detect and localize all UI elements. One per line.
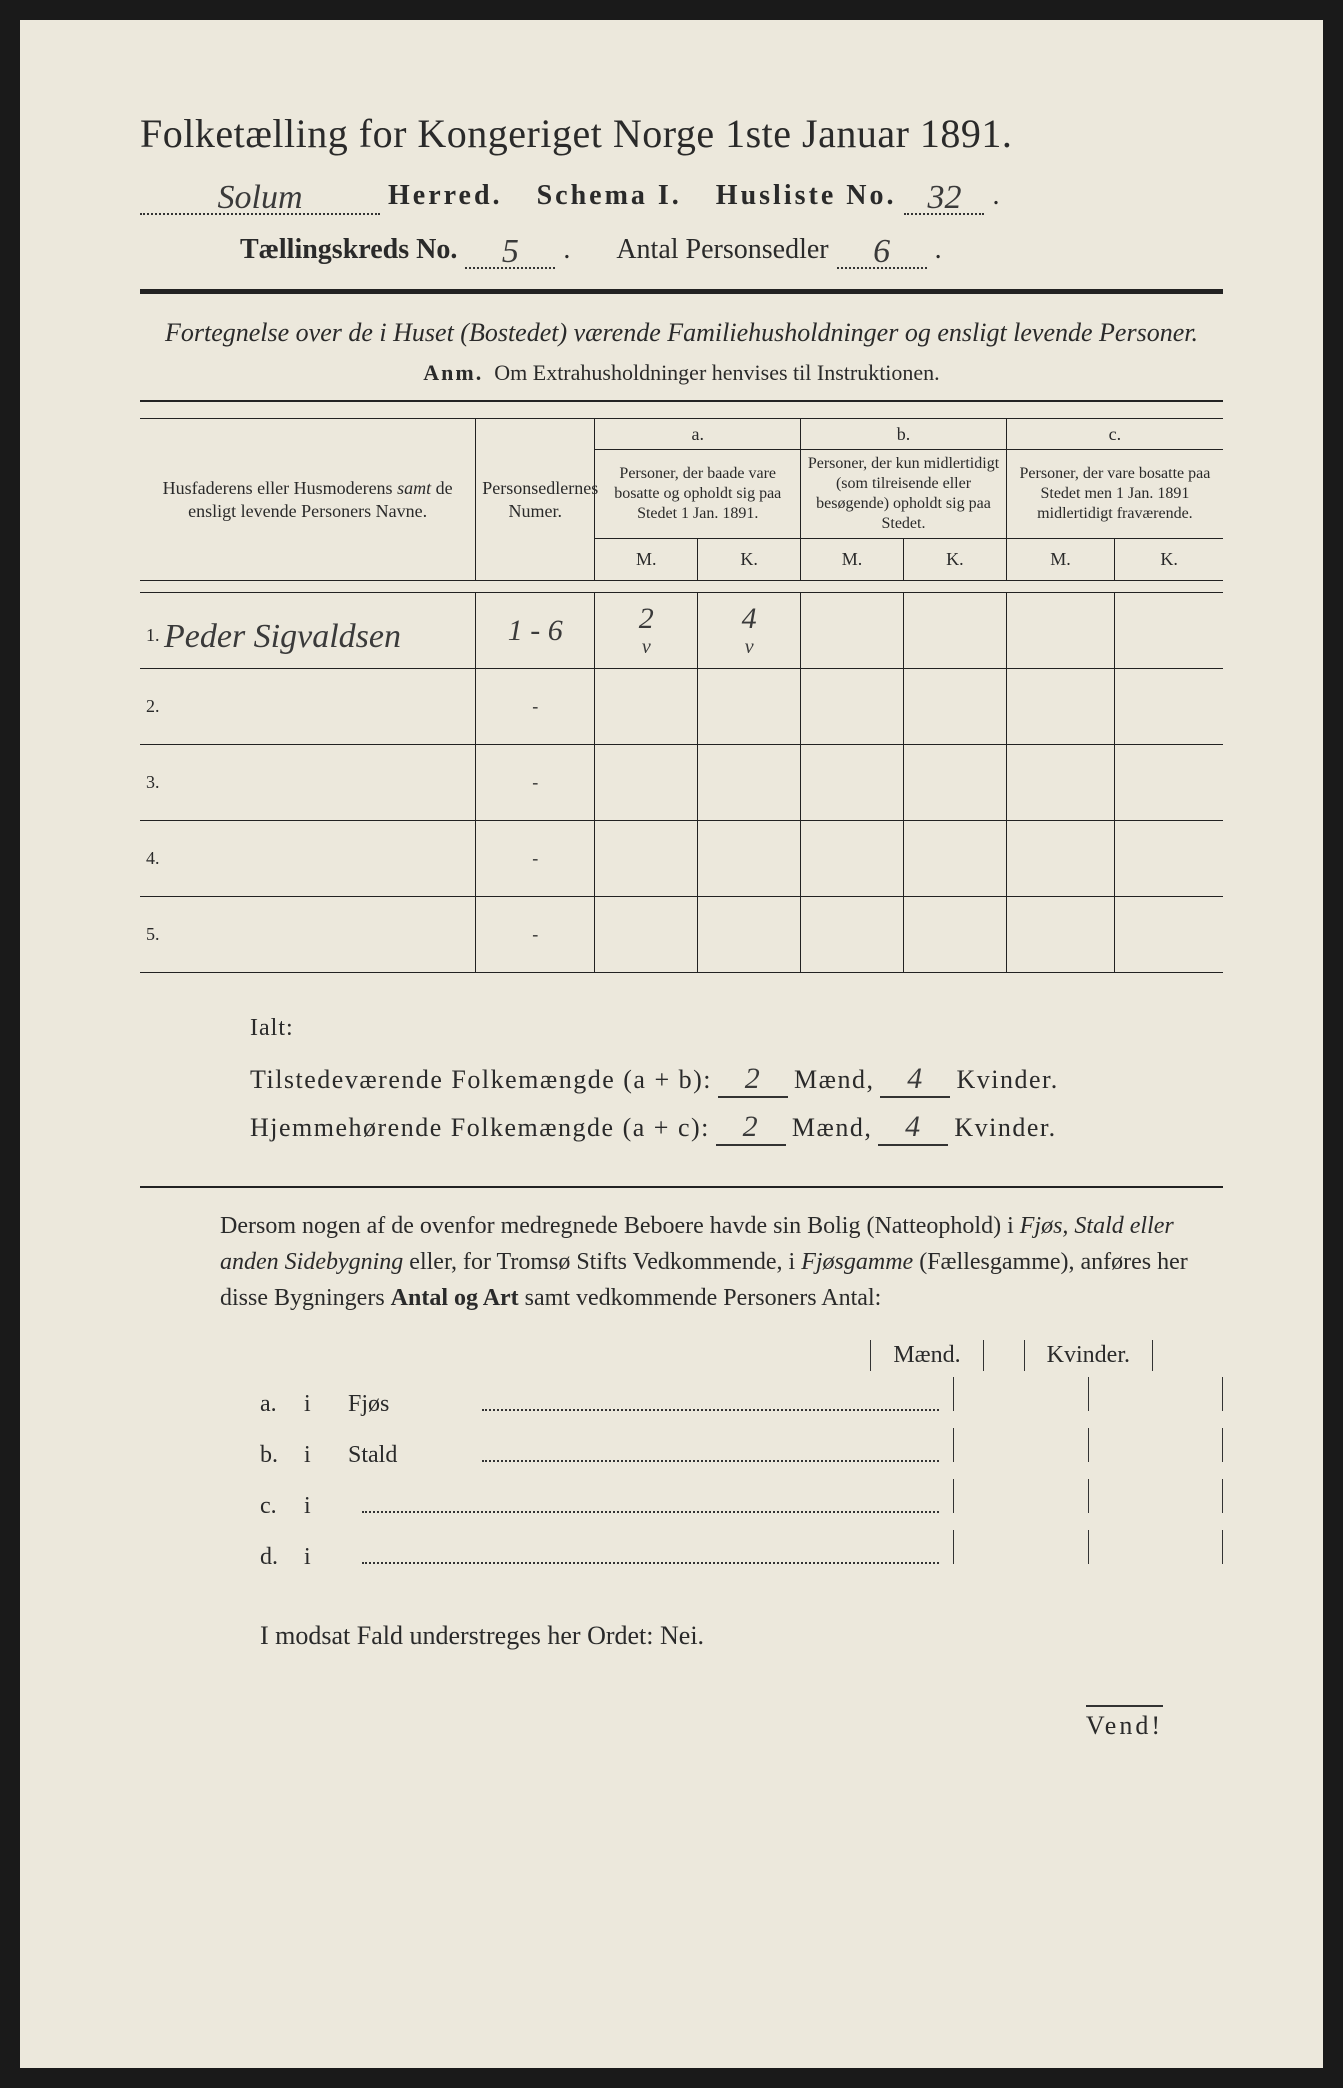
ialt-label: Ialt: <box>250 1015 1223 1042</box>
herred-value: Solum <box>218 179 303 216</box>
col-b-label: b. <box>801 418 1007 450</box>
dotted-line <box>362 1487 939 1513</box>
col-b-text: Personer, der kun midlertidigt (som tilr… <box>801 450 1007 539</box>
table-row: 2. - <box>140 669 1223 745</box>
totals-resident-label: Hjemmehørende Folkemængde (a + c): <box>250 1113 710 1143</box>
mk-boxes <box>953 1428 1223 1462</box>
row-a-m: 2 <box>639 602 654 635</box>
abcd-list: a. i Fjøs b. i Stald c. i d. i <box>140 1377 1223 1571</box>
totals-block: Ialt: Tilstedeværende Folkemængde (a + b… <box>140 1015 1223 1146</box>
outbuilding-paragraph: Dersom nogen af de ovenfor medregnede Be… <box>140 1208 1223 1316</box>
abcd-i: i <box>304 1544 334 1571</box>
anm-label: Anm. <box>423 360 483 385</box>
abcd-c-label: c. <box>260 1493 290 1520</box>
row-index: 5. <box>146 924 160 944</box>
kreds-value: 5 <box>502 233 519 270</box>
anm-note: Anm. Om Extrahusholdninger henvises til … <box>140 360 1223 386</box>
row-index: 3. <box>146 772 160 792</box>
herred-label: Herred. <box>388 180 503 212</box>
row-numer: - <box>476 821 595 897</box>
totals-resident-m: 2 <box>743 1110 760 1143</box>
col-b-k: K. <box>903 539 1006 581</box>
row-numer: - <box>476 897 595 973</box>
totals-present: Tilstedeværende Folkemængde (a + b): 2 M… <box>250 1062 1223 1098</box>
abcd-d-label: d. <box>260 1544 290 1571</box>
abcd-row-c: c. i <box>260 1479 1223 1520</box>
abcd-i: i <box>304 1493 334 1520</box>
row-numer: - <box>476 745 595 821</box>
mk-header: Mænd. Kvinder. <box>140 1340 1153 1371</box>
row-a-k-tick: v <box>745 636 754 658</box>
col-a-k: K. <box>698 539 801 581</box>
kvinder-label: Kvinder. <box>954 1113 1056 1143</box>
mk-boxes <box>953 1479 1223 1513</box>
divider-thin-2 <box>140 1186 1223 1188</box>
row-a-m-tick: v <box>642 636 651 658</box>
nei-line: I modsat Fald understreges her Ordet: Ne… <box>140 1621 1223 1651</box>
vend-label: Vend! <box>140 1711 1223 1741</box>
dotted-line <box>482 1385 939 1411</box>
totals-resident-k: 4 <box>905 1110 922 1143</box>
row-numer: - <box>476 669 595 745</box>
col-a-text: Personer, der baade vare bosatte og opho… <box>595 450 801 539</box>
table-row: 5. - <box>140 897 1223 973</box>
table-row: 4. - <box>140 821 1223 897</box>
table-row: 1. Peder Sigvaldsen 1 - 6 2 v 4 v <box>140 593 1223 669</box>
dotted-line <box>482 1436 939 1462</box>
antal-label: Antal Personsedler <box>616 234 828 266</box>
husliste-label: Husliste No. <box>716 180 897 212</box>
household-table: Husfaderens eller Husmoderens samt de en… <box>140 418 1223 974</box>
abcd-a-label: a. <box>260 1391 290 1418</box>
abcd-row-a: a. i Fjøs <box>260 1377 1223 1418</box>
mk-boxes <box>953 1530 1223 1564</box>
abcd-i: i <box>304 1442 334 1469</box>
col-names-header: Husfaderens eller Husmoderens samt de en… <box>140 418 476 581</box>
divider-thin <box>140 400 1223 402</box>
abcd-b-label: b. <box>260 1442 290 1469</box>
anm-text: Om Extrahusholdninger henvises til Instr… <box>494 360 939 385</box>
row-numer: 1 - 6 <box>508 614 563 647</box>
mk-maend: Mænd. <box>870 1340 983 1371</box>
kreds-label: Tællingskreds No. <box>240 234 457 266</box>
row-index: 2. <box>146 696 160 716</box>
row-name: Peder Sigvaldsen <box>164 618 401 655</box>
row-a-k: 4 <box>742 602 757 635</box>
col-c-k: K. <box>1115 539 1223 581</box>
row-index: 1. <box>146 625 160 645</box>
row-index: 4. <box>146 848 160 868</box>
totals-present-k: 4 <box>907 1062 924 1095</box>
abcd-fjos: Fjøs <box>348 1391 468 1418</box>
col-b-m: M. <box>801 539 904 581</box>
table-row: 3. - <box>140 745 1223 821</box>
maend-label: Mænd, <box>794 1065 874 1095</box>
header-line-1: Solum Herred. Schema I. Husliste No. 32. <box>140 175 1223 215</box>
abcd-stald: Stald <box>348 1442 468 1469</box>
totals-present-m: 2 <box>745 1062 762 1095</box>
form-subheading: Fortegnelse over de i Huset (Bostedet) v… <box>140 316 1223 350</box>
header-line-2: Tællingskreds No. 5. Antal Personsedler … <box>140 229 1223 269</box>
abcd-i: i <box>304 1391 334 1418</box>
page-title: Folketælling for Kongeriget Norge 1ste J… <box>140 110 1223 157</box>
abcd-row-b: b. i Stald <box>260 1428 1223 1469</box>
mk-boxes <box>953 1377 1223 1411</box>
kvinder-label: Kvinder. <box>956 1065 1058 1095</box>
maend-label: Mænd, <box>792 1113 872 1143</box>
antal-value: 6 <box>873 233 890 270</box>
dotted-line <box>362 1538 939 1564</box>
schema-label: Schema I. <box>537 180 682 212</box>
mk-kvinder: Kvinder. <box>1024 1340 1153 1371</box>
col-c-m: M. <box>1006 539 1114 581</box>
census-form-page: Folketælling for Kongeriget Norge 1ste J… <box>20 20 1323 2068</box>
col-a-label: a. <box>595 418 801 450</box>
col-c-label: c. <box>1006 418 1223 450</box>
husliste-value: 32 <box>927 179 961 216</box>
abcd-row-d: d. i <box>260 1530 1223 1571</box>
totals-resident: Hjemmehørende Folkemængde (a + c): 2 Mæn… <box>250 1110 1223 1146</box>
totals-present-label: Tilstedeværende Folkemængde (a + b): <box>250 1065 712 1095</box>
vend-text: Vend! <box>1086 1705 1163 1740</box>
col-numer-header: Personsedlernes Numer. <box>476 418 595 581</box>
divider-thick <box>140 289 1223 294</box>
col-a-m: M. <box>595 539 698 581</box>
col-c-text: Personer, der vare bosatte paa Stedet me… <box>1006 450 1223 539</box>
